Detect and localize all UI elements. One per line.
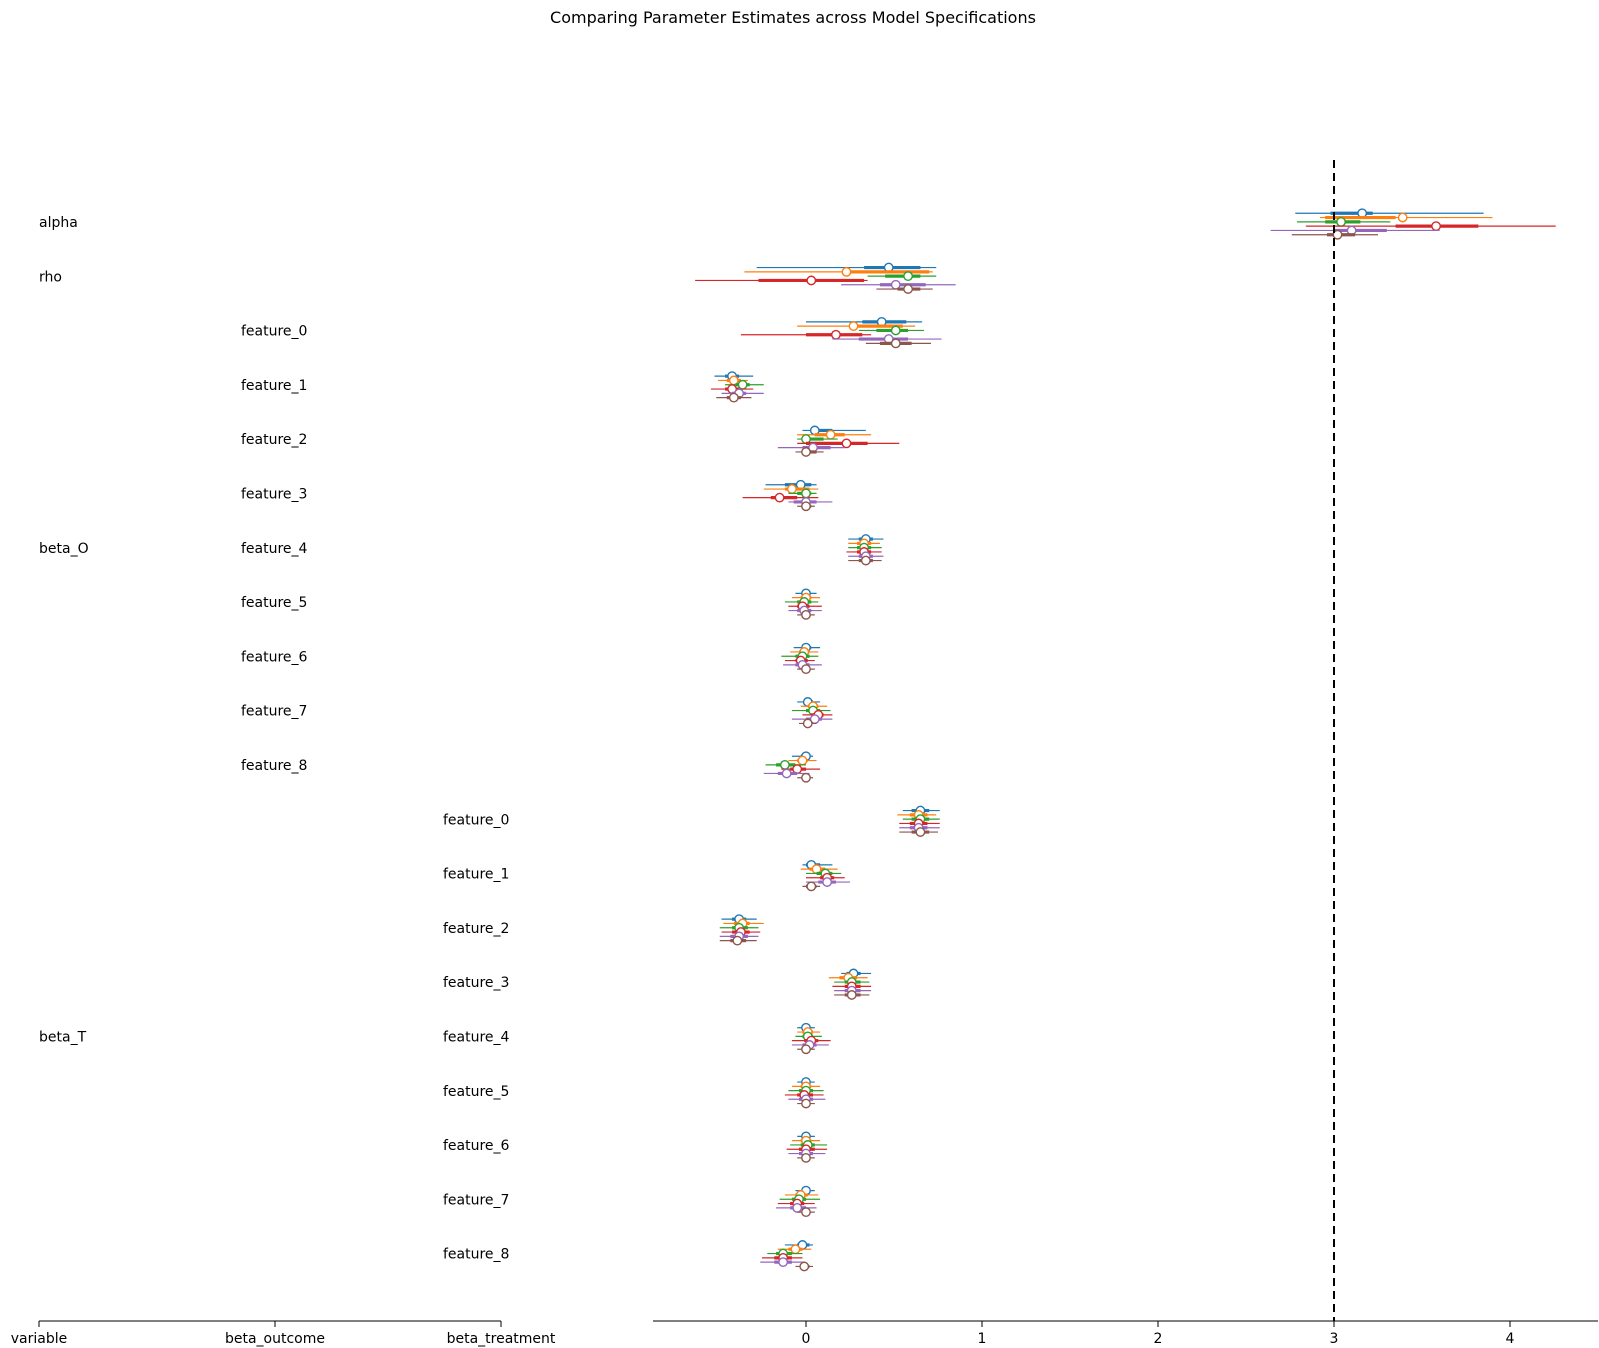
row-label-beta-outcome: feature_5: [241, 595, 307, 611]
row-label-beta-outcome: feature_6: [241, 649, 308, 665]
mean-point: [903, 284, 913, 294]
row-label-beta-outcome: feature_4: [241, 541, 308, 557]
table-column-axis: variable beta_outcome beta_treatment: [11, 1320, 556, 1347]
table-column-label: beta_treatment: [447, 1331, 556, 1347]
row-label-beta-treatment: feature_8: [443, 1247, 509, 1263]
row-label-variable: rho: [39, 269, 62, 285]
row-label-beta-outcome: feature_3: [241, 487, 307, 503]
mean-point: [790, 1244, 801, 1255]
mean-point: [732, 935, 743, 946]
mean-point: [848, 321, 859, 332]
mean-point: [778, 1257, 789, 1268]
row-label-beta-outcome: feature_2: [241, 432, 307, 448]
mean-point: [801, 772, 811, 783]
mean-point: [860, 555, 871, 566]
x-axis: 0 1 2 3 4: [653, 1320, 1598, 1347]
chart-title: Comparing Parameter Estimates across Mod…: [550, 8, 1036, 27]
mean-point: [890, 338, 901, 349]
mean-point: [801, 447, 811, 457]
row-label-beta-outcome: feature_0: [241, 324, 307, 340]
mean-point: [801, 1098, 811, 1109]
row-label-table: alpharhofeature_0feature_1feature_2featu…: [39, 215, 510, 1263]
mean-point: [801, 501, 811, 512]
mean-point: [831, 329, 841, 340]
row-label-beta-treatment: feature_4: [443, 1030, 510, 1046]
row-label-beta-outcome: feature_7: [241, 704, 307, 720]
x-tick-label: 4: [1506, 1331, 1515, 1347]
mean-point: [787, 484, 797, 494]
row-label-beta-treatment: feature_5: [443, 1084, 509, 1100]
mean-point: [801, 664, 811, 675]
mean-point: [792, 1202, 803, 1213]
mean-point: [1336, 216, 1346, 227]
mean-point: [822, 877, 833, 887]
mean-point: [841, 266, 852, 277]
interval-series: [695, 208, 1556, 1272]
mean-point: [903, 271, 913, 282]
table-column-label: variable: [11, 1331, 67, 1347]
row-label-variable: beta_T: [39, 1030, 87, 1046]
mean-point: [801, 609, 811, 620]
row-label-variable: beta_O: [39, 541, 89, 557]
mean-point: [802, 718, 813, 729]
mean-point: [846, 990, 857, 1000]
mean-point: [890, 325, 901, 336]
mean-point: [737, 379, 748, 390]
mean-point: [801, 1044, 811, 1055]
mean-point: [779, 759, 790, 770]
row-label-beta-treatment: feature_3: [443, 975, 509, 991]
mean-point: [801, 488, 811, 499]
mean-point: [797, 755, 808, 766]
x-tick-label: 2: [1154, 1331, 1163, 1347]
mean-point: [801, 1207, 811, 1218]
row-label-beta-outcome: feature_1: [241, 378, 307, 394]
mean-point: [1431, 221, 1441, 232]
row-label-beta-treatment: feature_7: [443, 1192, 509, 1208]
mean-point: [799, 1261, 810, 1272]
row-label-variable: alpha: [39, 215, 78, 231]
mean-point: [774, 492, 785, 503]
mean-point: [801, 1152, 811, 1163]
x-tick-label: 0: [802, 1331, 811, 1347]
mean-point: [841, 438, 852, 449]
row-label-beta-outcome: feature_8: [241, 758, 307, 774]
mean-point: [781, 768, 792, 779]
mean-point: [728, 392, 739, 403]
row-label-beta-treatment: feature_6: [443, 1138, 510, 1154]
row-label-beta-treatment: feature_2: [443, 921, 509, 937]
mean-point: [1332, 229, 1343, 240]
x-tick-label: 1: [978, 1331, 987, 1347]
mean-point: [825, 429, 836, 440]
x-tick-label: 3: [1330, 1331, 1339, 1347]
mean-point: [915, 827, 926, 837]
table-column-label: beta_outcome: [225, 1331, 325, 1347]
row-label-beta-treatment: feature_0: [443, 812, 509, 828]
mean-point: [806, 881, 817, 892]
mean-point: [806, 275, 817, 286]
row-label-beta-treatment: feature_1: [443, 867, 509, 883]
mean-point: [1397, 212, 1408, 223]
